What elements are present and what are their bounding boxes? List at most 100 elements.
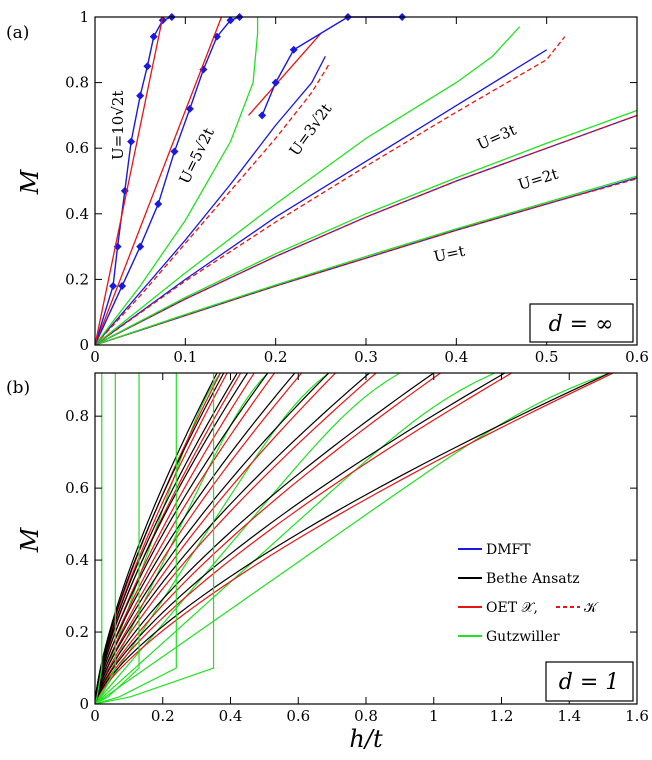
legend: DMFT Bethe Ansatz OET 𝒳, 𝒦 Gutzwiller (458, 542, 599, 645)
series-U52t-dmft-14-marker-5 (185, 104, 194, 113)
bethe-curve-b-10 (95, 373, 611, 704)
series-U102t-dmft-16-marker-5 (136, 91, 145, 100)
y-tick-label-a-4: 0.8 (65, 74, 89, 92)
x-tick-label-a-2: 0.2 (264, 348, 288, 366)
series-U2t-oet-4 (95, 114, 637, 345)
plot-area-b (95, 373, 614, 704)
series-U32t-oet-11 (248, 32, 322, 116)
plot-area-a (95, 13, 637, 345)
bethe-curve-b-9 (95, 373, 506, 704)
legend-label-2: OET 𝒳, (486, 600, 538, 616)
gutzwiller-curve-b-9 (95, 373, 495, 704)
gutzwiller-curve-b-10 (95, 373, 611, 704)
y-axis-label-b: M (16, 526, 44, 553)
gutzwiller-curve-b-2 (95, 373, 269, 704)
series-U32t-dmft-13-marker-0 (258, 111, 267, 120)
curve-label-a-0: U=10√2t (109, 91, 127, 160)
legend-label-1: Bethe Ansatz (486, 571, 580, 587)
series-U52t-dmft-14-marker-3 (154, 199, 163, 208)
series-U3t-dmft-6 (95, 49, 548, 345)
x-tick-label-a-6: 0.6 (625, 348, 649, 366)
series-Ut-oet-1 (95, 178, 637, 345)
curve-label-a-1: U=5√2t (175, 125, 217, 187)
y-tick-label-b-4: 0.8 (65, 407, 89, 425)
oet-curve-b-9 (95, 373, 512, 704)
y-tick-label-a-3: 0.6 (65, 139, 89, 157)
series-U3t-oet-7 (95, 36, 566, 345)
y-axis-label-a: M (16, 168, 44, 195)
d-box-b (545, 661, 634, 702)
series-U102t-dmft-16-marker-8 (158, 16, 167, 25)
curve-label-a-4: U=2t (516, 165, 560, 194)
x-tick-label-b-0: 0 (90, 707, 100, 725)
series-U102t-dmft-16-line (95, 16, 173, 345)
series-U52t-dmft-14-marker-2 (136, 242, 145, 251)
panel-label-a: (a) (6, 23, 29, 43)
y-tick-label-b-1: 0.2 (65, 623, 89, 641)
oet-curve-b-10 (95, 373, 614, 704)
x-tick-label-b-1: 0.2 (151, 707, 175, 725)
series-U102t-dmft-16-marker-1 (109, 281, 118, 290)
oet-curve-b-6 (95, 373, 336, 704)
d-label-a: d = ∞ (549, 312, 614, 337)
series-U52t-dmft-14-line (95, 16, 240, 345)
y-tick-label-a-2: 0.4 (65, 205, 89, 223)
series-U3t-gutzwiller-8 (95, 26, 521, 345)
bethe-curve-b-6 (95, 373, 330, 704)
x-tick-label-b-2: 0.4 (219, 707, 243, 725)
series-U32t-dmft-13-marker-2 (289, 45, 298, 54)
gutzwiller-steep-b-1 (95, 373, 116, 704)
legend-label-0: DMFT (486, 542, 531, 558)
series-U32t-dmft-13-line (261, 16, 403, 116)
legend-extra-label-2: 𝒦 (584, 600, 599, 616)
series-U32t-gutzwiller-12 (95, 17, 259, 345)
x-tick-label-b-5: 1 (429, 707, 439, 725)
series-U102t-dmft-16-marker-6 (143, 62, 152, 71)
gutzwiller-steep-b-0 (95, 373, 103, 704)
y-tick-label-a-0: 0 (79, 336, 89, 354)
y-tick-label-b-0: 0 (79, 695, 89, 713)
panel-a: 0 0.1 0.2 0.3 0.4 0.5 0.6 0 0.2 0.4 0.6 0.8 1 (a) M U=1… (6, 8, 649, 366)
series-U52t-dmft-14-marker-8 (226, 16, 235, 25)
x-tick-label-b-4: 0.8 (354, 707, 378, 725)
bethe-curve-b-7 (95, 373, 370, 704)
series-U2t-gutzwiller-5 (95, 109, 637, 345)
oet-curve-b-8 (95, 373, 441, 704)
series-U52t-dmft-14-marker-4 (170, 147, 179, 156)
bethe-curve-b-4 (95, 373, 269, 704)
bethe-curve-b-2 (95, 373, 238, 704)
series-U32t-oet-10 (95, 62, 331, 345)
d-label-b: d = 1 (559, 670, 620, 695)
gutzwiller-steep-b-3 (95, 373, 177, 704)
series-U102t-dmft-16-marker-4 (127, 137, 136, 146)
bethe-curve-b-1 (95, 373, 225, 704)
bethe-curve-b-5 (95, 373, 296, 704)
gutzwiller-steep-b-4 (95, 373, 215, 704)
x-tick-label-b-6: 1.2 (490, 707, 514, 725)
series-U52t-dmft-14-marker-1 (118, 281, 127, 290)
x-tick-label-b-3: 0.6 (286, 707, 310, 725)
series-U52t-oet-15 (95, 16, 223, 345)
bethe-curve-b-8 (95, 373, 435, 704)
gutzwiller-steep-b-2 (95, 373, 140, 704)
series-U102t-dmft-16-marker-7 (149, 32, 158, 41)
x-tick-label-a-3: 0.3 (354, 348, 378, 366)
x-tick-label-a-0: 0 (90, 348, 100, 366)
x-tick-label-a-1: 0.1 (173, 348, 197, 366)
curve-label-a-5: U=t (432, 242, 466, 266)
series-U32t-dmft-9 (95, 56, 326, 345)
series-U102t-oet-17 (95, 16, 164, 345)
curve-label-a-3: U=3t (474, 121, 519, 154)
x-tick-label-a-4: 0.4 (444, 348, 468, 366)
series-Ut-gutzwiller-2 (95, 175, 637, 345)
y-tick-label-b-2: 0.4 (65, 551, 89, 569)
d-box-a (529, 303, 634, 343)
curve-label-a-2: U=3√2t (286, 100, 336, 159)
series-U32t-dmft-13-marker-1 (271, 78, 280, 87)
y-tick-label-b-3: 0.6 (65, 479, 89, 497)
x-tick-label-b-8: 1.6 (625, 707, 649, 725)
x-tick-label-a-5: 0.5 (535, 348, 559, 366)
legend-label-3: Gutzwiller (486, 629, 560, 645)
panel-label-b: (b) (6, 378, 30, 398)
